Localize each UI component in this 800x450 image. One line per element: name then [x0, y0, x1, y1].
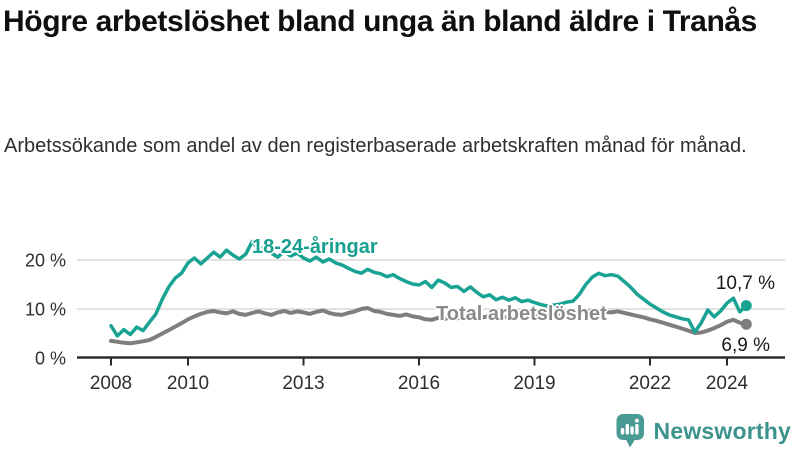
- x-tick-label: 2019: [513, 373, 555, 394]
- y-tick-label: 10 %: [25, 300, 66, 320]
- x-tick-label: 2010: [167, 373, 209, 394]
- series-line: [109, 239, 749, 338]
- series-end-dot: [740, 318, 752, 330]
- y-tick-label: 0 %: [35, 349, 66, 369]
- series-label-total: Total arbetslöshet: [436, 303, 607, 325]
- x-tick-label: 2013: [282, 373, 324, 394]
- page-title: Högre arbetslöshet bland unga än bland ä…: [3, 5, 757, 38]
- end-value-total: 6,9 %: [721, 335, 770, 356]
- brand-name: Newsworthy: [653, 418, 791, 444]
- x-tick-label: 2016: [398, 373, 440, 394]
- x-tick-label: 2008: [90, 373, 132, 394]
- brand-footer: Newsworthy: [615, 413, 791, 449]
- chart-subtitle: Arbetssökande som andel av den registerb…: [4, 135, 747, 157]
- newsworthy-logo-icon: [616, 414, 644, 448]
- series-end-dot: [740, 300, 752, 312]
- x-tick-label: 2022: [629, 373, 671, 394]
- end-value-youth: 10,7 %: [715, 273, 775, 294]
- series-line: [109, 306, 749, 346]
- y-tick-label: 20 %: [25, 251, 66, 271]
- series-label-youth: 18-24-åringar: [252, 236, 378, 258]
- x-tick-label: 2024: [706, 373, 749, 394]
